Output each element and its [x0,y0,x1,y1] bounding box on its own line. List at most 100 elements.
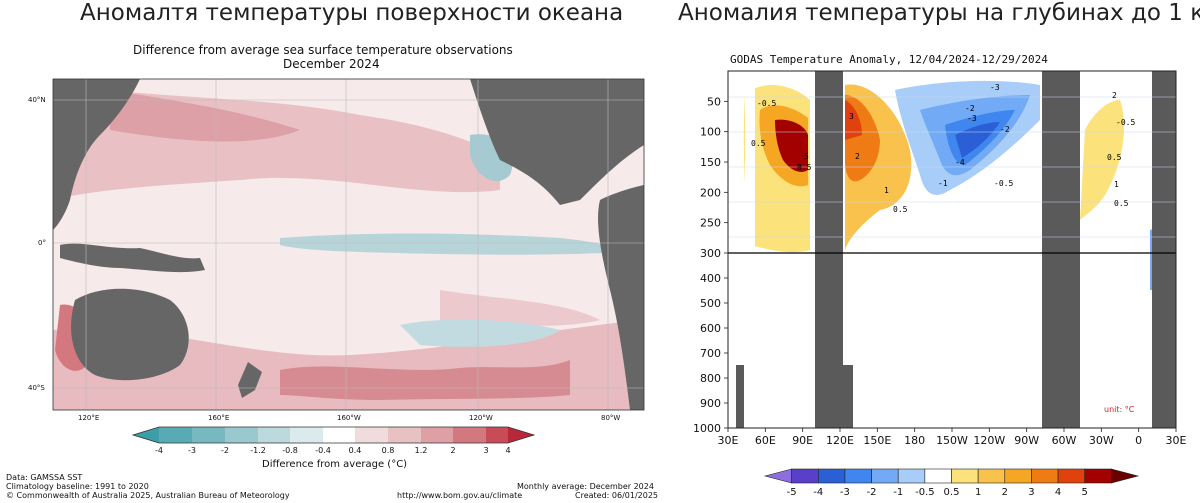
lat-label-0: 0° [38,239,46,247]
godas-plot-area: unit: °C [728,71,1176,428]
godas-contour-label: 3 [849,112,854,121]
godas-contour-label: -2 [965,104,975,113]
sst-colorbar-tick: -3 [188,446,196,455]
godas-colorbar-swatch [817,468,846,484]
asia-landmass [53,79,140,230]
godas-colorbar-swatch [977,468,1006,484]
godas-depth-tick: 1000 [693,422,721,435]
godas-lon-tick: 60E [755,434,776,447]
sst-colorbar-label: Difference from average (°C) [262,459,408,470]
godas-contour-label: 1 [1114,180,1119,189]
godas-contour-label: 2 [1112,91,1117,100]
godas-contour-label: 0.5 [893,205,908,214]
lat-label-40n: 40°N [28,96,46,104]
godas-depth-tick: 600 [700,322,721,335]
southeast-cool-patch [400,319,560,347]
godas-land-americas [1042,71,1080,428]
lon-label-160e: 160°E [208,414,230,422]
godas-depth-tick: 300 [700,247,721,260]
godas-colorbar-tick: -0.5 [915,487,935,498]
kuroshio-warm-patch [110,90,300,142]
godas-contour-label: -1 [938,179,948,188]
sst-colorbar-tick: 0.4 [349,446,362,455]
godas-colorbar-tick: 0.5 [944,487,960,498]
godas-colorbar-swatch [1057,468,1086,484]
sst-colorbar-tick: 3 [483,446,488,455]
godas-colorbar-tick: 1 [975,487,981,498]
godas-depth-tick: 900 [700,397,721,410]
godas-contour-label: -4 [955,158,965,167]
godas-contour-label: 1 [884,186,889,195]
godas-lon-tick: 120W [973,434,1005,447]
godas-colorbar-swatch [1031,468,1059,484]
godas-contour-label: 0.5 [1114,199,1129,208]
godas-colorbar-swatch [844,468,872,484]
godas-lon-tick: 30W [1089,434,1114,447]
godas-contour-label: -0.5 [994,179,1013,188]
sst-colorbar-tick: -1.2 [250,446,266,455]
sst-map-subtitle: December 2024 [283,57,380,71]
lon-label-160w: 160°W [337,414,361,422]
godas-depth-tick: 800 [700,372,721,385]
godas-warm-core [775,119,808,172]
sst-colorbar-tick: 2 [450,446,455,455]
godas-unit-label: unit: °C [1104,405,1135,414]
godas-contour-label: -3 [967,114,977,123]
godas-depth-tick: 100 [700,126,721,139]
godas-depth-tick: 500 [700,297,721,310]
footer-created: Created: 06/01/2025 [575,491,659,500]
godas-colorbar-swatch [924,468,952,484]
godas-colorbar-tick: -2 [867,487,877,498]
godas-colorbar-swatch [791,468,819,484]
godas-lon-tick: 150E [863,434,891,447]
south-america-landmass [598,185,644,410]
godas-colorbar-swatch [951,468,979,484]
godas-lon-tick: 180 [904,434,925,447]
godas-contour-label: -3 [990,83,1000,92]
sst-colorbar-tick: -0.8 [282,446,298,455]
sst-colorbar [131,426,536,444]
footer-baseline: Climatology baseline: 1991 to 2020 [6,482,149,491]
godas-lon-tick: 90W [1014,434,1039,447]
godas-colorbar-tick: -1 [893,487,903,498]
godas-land-indonesia [815,71,843,428]
godas-contour-label: -0.5 [1116,118,1135,127]
godas-contour-label: 5 [804,152,809,161]
map-frame [52,78,645,411]
godas-lon-tick: 0 [1135,434,1142,447]
sst-map-title: Difference from average sea surface temp… [133,43,513,57]
godas-depth-tick: 250 [700,217,721,230]
lon-label-120w: 120°W [469,414,493,422]
right-heading: Аномалия температуры на глубинах до 1 км [678,0,1200,26]
footer-monthly-average: Monthly average: December 2024 [517,482,654,491]
lon-label-120e: 120°E [78,414,100,422]
godas-depth-tick: 400 [700,272,721,285]
godas-colorbar-tick: -4 [813,487,823,498]
godas-lon-tick: 30E [1166,434,1187,447]
godas-colorbar-tick: -3 [840,487,850,498]
godas-colorbar-swatch [1004,468,1032,484]
godas-lon-tick: 120E [826,434,854,447]
godas-colorbar-tick: -5 [787,487,797,498]
godas-lon-tick: 90E [792,434,813,447]
sst-colorbar-tick: -2 [221,446,229,455]
godas-colorbar-swatch [897,468,926,484]
godas-contour-label: -2 [1000,125,1010,134]
sst-colorbar-tick: -4 [155,446,163,455]
godas-cool-core [955,122,1000,158]
godas-depth-tick: 50 [707,95,721,108]
godas-colorbar-swatch [1111,468,1140,484]
godas-contour-label: 0.5 [797,163,812,172]
lon-label-80w: 80°W [601,414,621,422]
godas-depth-tick: 150 [700,156,721,169]
sst-colorbar-tick: 4 [505,446,510,455]
sst-colorbar-tick: 1.2 [415,446,428,455]
footer-copyright: © Commonwealth of Australia 2025, Austra… [6,491,290,500]
godas-land-africa [1152,71,1176,428]
left-heading: Аномалтя температуры поверхности океана [80,0,624,26]
sst-colorbar-tick: -0.4 [315,446,331,455]
godas-contour-label: 0.5 [1107,153,1122,162]
australia-landmass [71,288,189,381]
north-america-landmass [470,79,644,205]
